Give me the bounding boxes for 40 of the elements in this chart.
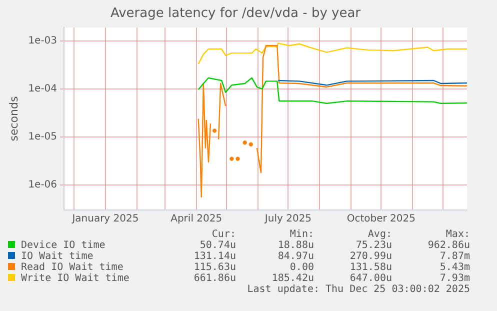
text: 18.88u <box>276 240 314 251</box>
text: Cur: <box>210 229 236 240</box>
text: 84.97u <box>276 251 314 262</box>
text: Min: <box>288 229 314 240</box>
text: 647.00u <box>348 273 392 284</box>
point <box>230 156 234 161</box>
x-tick-label: April 2025 <box>170 214 222 225</box>
text: 0.00 <box>288 262 314 273</box>
text: 7.87m <box>438 251 470 262</box>
point <box>236 156 240 161</box>
text: 75.23u <box>354 240 392 251</box>
text: 115.63u <box>192 262 236 273</box>
text: 131.14u <box>192 251 236 262</box>
text: Max: <box>444 229 470 240</box>
y-tick-label: 1e-05 <box>28 132 58 143</box>
point <box>212 128 217 133</box>
text: Avg: <box>366 229 392 240</box>
chart-title: Average latency for /dev/vda - by year <box>110 6 362 22</box>
legend-label: Device IO time <box>20 240 106 251</box>
text: 7.93m <box>438 273 470 284</box>
legend-label: Read IO Wait time <box>20 262 124 273</box>
point <box>242 140 247 145</box>
legend-label: IO Wait time <box>20 251 94 262</box>
x-tick-label: January 2025 <box>71 214 139 225</box>
text: Last update: Thu Dec 25 03:00:02 2025 <box>246 284 470 295</box>
y-tick-label: 1e-06 <box>28 180 58 191</box>
y-axis-title: seconds <box>7 96 20 142</box>
text: 50.74u <box>198 240 236 251</box>
text: 131.58u <box>348 262 392 273</box>
text: 185.42u <box>270 273 314 284</box>
y-tick-label: 1e-04 <box>28 84 58 95</box>
legend-label: Write IO Wait time <box>20 273 130 284</box>
x-tick-label: October 2025 <box>346 214 416 225</box>
text: 5.43m <box>438 262 470 273</box>
x-tick-label: July 2025 <box>264 214 312 225</box>
text: 962.86u <box>426 240 470 251</box>
text: 661.86u <box>192 273 236 284</box>
y-tick-label: 1e-03 <box>28 36 58 47</box>
point <box>248 142 253 146</box>
text: 270.99u <box>348 251 392 262</box>
